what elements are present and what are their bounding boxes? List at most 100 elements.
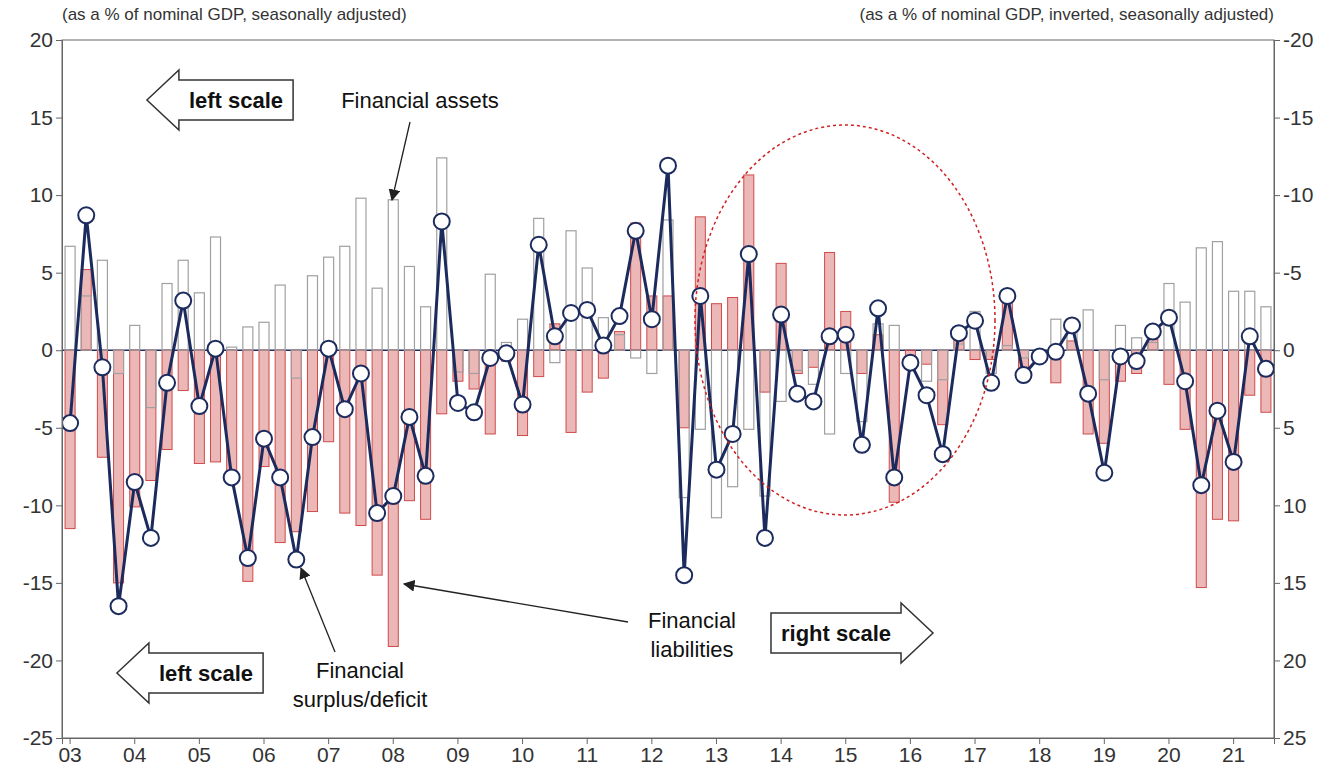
scale-label: right scale: [781, 621, 891, 646]
surplus-marker: [175, 293, 191, 309]
tick-label: 06: [252, 743, 275, 766]
plot-frame: [62, 40, 1274, 738]
assets-bar: [162, 284, 172, 351]
tick-mark: [1274, 273, 1280, 274]
tick-label: -10: [1283, 183, 1313, 206]
assets-bar: [275, 285, 285, 350]
series-label: Financialsurplus/deficit: [293, 658, 428, 712]
tick: 0: [41, 338, 62, 361]
surplus-marker: [1161, 310, 1177, 326]
liabilities-bar: [146, 350, 156, 480]
surplus-marker: [644, 311, 660, 327]
tick-label: 13: [705, 743, 728, 766]
surplus-marker: [1258, 361, 1274, 377]
tick-mark: [56, 273, 62, 274]
tick-label: 0: [41, 338, 53, 361]
surplus-marker: [1096, 465, 1112, 481]
tick-label: 10: [1283, 494, 1306, 517]
assets-bar: [259, 322, 269, 350]
assets-bar: [227, 347, 237, 350]
surplus-marker: [741, 246, 757, 262]
tick-mark: [1274, 428, 1280, 429]
tick: 25: [1274, 726, 1306, 749]
tick-mark: [1274, 505, 1280, 506]
tick: -15: [1274, 106, 1313, 129]
assets-bar: [356, 198, 366, 350]
surplus-marker: [466, 404, 482, 420]
assets-bar: [631, 350, 641, 358]
tick-mark: [1274, 118, 1280, 119]
surplus-marker: [94, 359, 110, 375]
liabilities-bar: [857, 350, 867, 373]
liabilities-bar: [711, 304, 721, 351]
surplus-marker: [757, 530, 773, 546]
assets-bar: [388, 200, 398, 350]
tick: 03: [58, 738, 81, 766]
assets-bar: [146, 350, 156, 407]
surplus-marker: [595, 338, 611, 354]
tick: 5: [41, 261, 62, 284]
assets-bar: [518, 319, 528, 350]
tick-label: 10: [511, 743, 534, 766]
tick-mark: [56, 428, 62, 429]
surplus-marker: [951, 325, 967, 341]
pointer-arrow: [301, 568, 335, 652]
tick: 15: [1274, 571, 1306, 594]
assets-bar: [1196, 248, 1206, 350]
tick-mark: [1274, 660, 1280, 661]
tick-mark: [56, 118, 62, 119]
surplus-marker: [805, 393, 821, 409]
assets-bar: [905, 350, 915, 351]
surplus-marker: [708, 462, 724, 478]
surplus-marker: [498, 345, 514, 361]
y2-axis: 2520151050-5-10-15-20: [1274, 28, 1313, 749]
tick-mark: [56, 40, 62, 41]
surplus-marker: [563, 305, 579, 321]
tick-mark: [56, 738, 62, 739]
surplus-marker: [531, 237, 547, 253]
axis-line: [56, 41, 63, 739]
tick-label: 07: [317, 743, 340, 766]
assets-bar: [1229, 291, 1239, 350]
tick-mark: [1274, 195, 1280, 196]
tick-mark: [56, 660, 62, 661]
assets-bar: [130, 325, 140, 350]
liabilities-bar: [1212, 350, 1222, 519]
assets-bar: [114, 350, 124, 373]
assets-bar: [340, 246, 350, 350]
surplus-marker: [450, 395, 466, 411]
assets-bar: [566, 231, 576, 350]
tick-label: -5: [34, 416, 53, 439]
surplus-marker: [1145, 324, 1161, 340]
tick: 20: [30, 28, 62, 51]
tick: -20: [23, 649, 62, 672]
axis-unit-left: (as a % of nominal GDP, seasonally adjus…: [62, 5, 407, 24]
surplus-marker: [886, 469, 902, 485]
tick: 17: [963, 738, 986, 766]
tick: 08: [382, 738, 405, 766]
y-axis: -25-20-15-10-505101520: [23, 28, 63, 749]
series-label: Financial assets: [341, 88, 499, 113]
assets-bar: [938, 350, 948, 379]
surplus-marker: [385, 488, 401, 504]
tick-label: 20: [1157, 743, 1180, 766]
surplus-marker: [1177, 373, 1193, 389]
tick: 20: [1157, 738, 1180, 766]
tick: 16: [899, 738, 922, 766]
tick: 10: [1274, 494, 1306, 517]
tick: -5: [34, 416, 62, 439]
surplus-marker: [660, 158, 676, 174]
surplus-marker: [676, 567, 692, 583]
liabilities-bar: [728, 297, 738, 350]
liabilities-bar: [938, 350, 948, 424]
tick-label: 12: [640, 743, 663, 766]
surplus-marker: [143, 530, 159, 546]
assets-bar: [647, 350, 657, 373]
tick: -15: [23, 571, 62, 594]
pointer-arrow: [404, 584, 628, 622]
scale-arrow-shape: [117, 643, 263, 703]
assets-bar: [469, 350, 479, 373]
surplus-marker: [1064, 317, 1080, 333]
tick-mark: [1274, 350, 1280, 351]
tick-mark: [56, 583, 62, 584]
